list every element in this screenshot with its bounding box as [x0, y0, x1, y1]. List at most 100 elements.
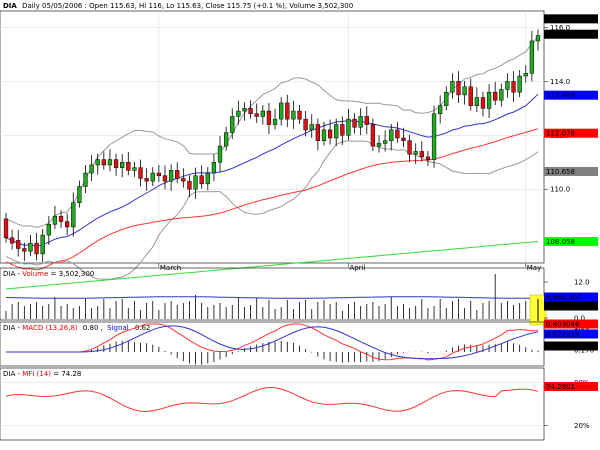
candle-body-up: [28, 242, 33, 252]
axis-tag-box: [544, 128, 598, 138]
candle-body-down: [9, 237, 15, 244]
candle: [22, 242, 27, 261]
candle: [517, 70, 522, 98]
candle-body-up: [444, 91, 449, 106]
candle-body-down: [101, 159, 106, 166]
candle: [352, 113, 357, 134]
candle-body-down: [364, 116, 369, 125]
axis-tag-label: 112.078: [546, 130, 575, 138]
candle: [450, 73, 455, 99]
axis-tag-box: [544, 301, 598, 311]
macd-legend-signal: 0.62: [135, 324, 151, 332]
candle-body-down: [113, 159, 119, 168]
candle-body-down: [138, 167, 143, 179]
candle: [535, 29, 541, 51]
candle-body-up: [321, 129, 327, 141]
candle: [3, 212, 9, 243]
bollinger-lower-line: [5, 140, 539, 280]
candle-body-up: [71, 202, 76, 228]
candle: [382, 130, 388, 152]
macd-legend-macd: 0.80: [83, 324, 99, 332]
candle: [260, 105, 265, 125]
candle: [340, 116, 345, 146]
candle-body-up: [223, 132, 229, 147]
candle-body-up: [230, 116, 235, 133]
candle-body-down: [254, 113, 259, 117]
candle: [9, 229, 15, 250]
candle: [211, 154, 217, 182]
candle: [279, 97, 284, 126]
candle: [425, 150, 431, 167]
candle-body-up: [438, 105, 443, 114]
candle-body-up: [486, 91, 492, 109]
candle: [126, 152, 131, 176]
candle: [285, 94, 290, 128]
volume-tick-label: 12.0: [574, 279, 590, 287]
axis-tag-label: 113.489: [546, 92, 575, 100]
candle-body-down: [425, 156, 431, 160]
candle: [358, 108, 363, 136]
candle-body-down: [315, 124, 321, 141]
candle: [223, 126, 229, 151]
candle-body-down: [187, 180, 192, 190]
candle-body-up: [260, 110, 265, 117]
candle-body-up: [46, 224, 51, 236]
candle: [150, 167, 155, 186]
candle: [413, 143, 418, 164]
candle-body-up: [523, 73, 528, 77]
candle: [199, 165, 204, 189]
candle: [309, 114, 314, 138]
volume-legend: DIA - Volume = 3,502,300: [3, 270, 94, 278]
candle-body-up: [334, 124, 339, 139]
candle: [101, 151, 106, 170]
candle-body-down: [493, 91, 498, 101]
candle-body-up: [120, 162, 125, 168]
candle: [144, 168, 149, 191]
candle: [120, 154, 125, 178]
candle: [376, 135, 382, 153]
candle: [58, 210, 64, 229]
candle-body-down: [181, 178, 186, 182]
candle: [89, 154, 94, 182]
volume-panel: DIA - Volume = 3,502,300 12.0 0.0 6,868,9…: [0, 267, 598, 326]
candle: [138, 159, 143, 187]
axis-tag-label: 110.658: [546, 168, 575, 176]
candle: [28, 235, 33, 257]
candle-body-down: [303, 118, 308, 131]
candle: [419, 141, 424, 162]
candle: [315, 118, 321, 151]
candle-body-up: [376, 143, 382, 147]
candle: [438, 95, 443, 124]
mfi-axis-tags: 74.2801: [544, 382, 598, 392]
candle: [474, 87, 479, 113]
candle: [52, 205, 58, 230]
mfi-panel: DIA - MFI (14) = 74.28 80%20% 74.2801: [0, 367, 598, 441]
axis-tag-box: [544, 14, 598, 24]
candle-body-up: [52, 215, 58, 225]
candle-body-down: [480, 97, 486, 109]
axis-tag-box: [544, 341, 598, 351]
candle-body-down: [370, 124, 376, 147]
candle-body-up: [279, 102, 284, 120]
axis-tag-label: 3,502,300: [546, 303, 582, 311]
volume-legend-name: Volume: [22, 270, 48, 278]
candle: [65, 213, 70, 236]
candle-body-up: [529, 40, 535, 74]
candle-body-up: [168, 170, 174, 182]
candle: [291, 100, 296, 129]
axis-tag-label: 74.2801: [546, 383, 575, 391]
candle: [431, 105, 437, 168]
axis-tag-box: [544, 382, 598, 392]
candle-body-up: [193, 175, 198, 190]
volume-tick-label: 0.0: [574, 315, 585, 323]
axis-tag-box: [544, 90, 598, 100]
header-symbol: DIA: [3, 2, 17, 10]
candle: [40, 229, 45, 262]
candle: [254, 103, 259, 123]
header-text: Daily 05/05/2006 : Open 115.63, Hi 116, …: [22, 2, 353, 10]
candle-body-up: [309, 124, 314, 131]
candle: [34, 232, 39, 261]
macd-signal-line: [6, 325, 539, 360]
bollinger-upper-line: [5, 36, 539, 228]
